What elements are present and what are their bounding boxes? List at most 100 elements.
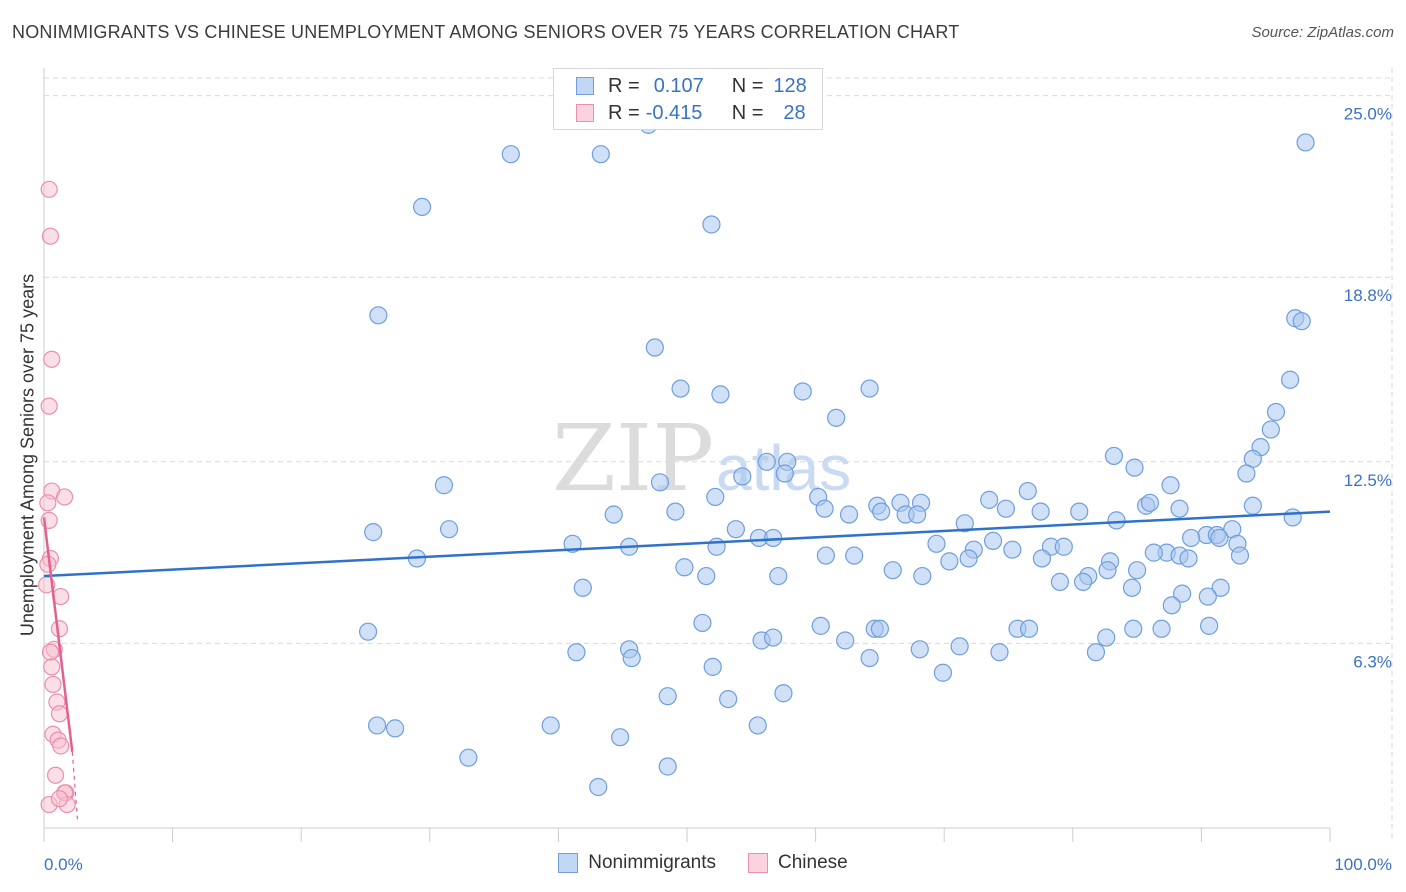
nonimmigrants-point xyxy=(1019,619,1039,638)
x-tick-label: 100.0% xyxy=(1334,855,1392,874)
nonimmigrants-point xyxy=(836,631,855,650)
legend-r-value: 0.107 xyxy=(653,74,704,97)
nonimmigrants-point xyxy=(726,520,745,539)
source-label: Source: ZipAtlas.com xyxy=(1251,24,1394,41)
nonimmigrants-point xyxy=(908,505,927,524)
chinese-point xyxy=(50,705,69,723)
chinese-trend-line xyxy=(42,517,74,752)
nonimmigrants-point xyxy=(671,379,690,398)
chinese-point xyxy=(40,180,58,198)
nonimmigrants-point xyxy=(1210,528,1229,548)
nonimmigrants-point xyxy=(1144,543,1163,562)
nonimmigrants-point xyxy=(860,379,879,398)
nonimmigrants-point xyxy=(666,502,685,521)
legend-r-value: -0.415 xyxy=(645,101,703,124)
nonimmigrants-point xyxy=(412,197,432,217)
nonimmigrants-point xyxy=(693,613,712,633)
series-legend-label: Chinese xyxy=(778,852,848,873)
legend-n-label: N = xyxy=(731,74,764,97)
chinese-point xyxy=(50,790,69,808)
nonimmigrants-point xyxy=(711,385,730,404)
legend-n-value: 128 xyxy=(773,74,807,97)
nonimmigrants-point xyxy=(1200,616,1219,635)
chinese-point xyxy=(52,737,70,755)
chinese-point xyxy=(41,227,60,245)
nonimmigrants-point xyxy=(645,338,664,357)
nonimmigrants-point xyxy=(1162,596,1181,615)
nonimmigrants-point xyxy=(1086,643,1106,662)
nonimmigrants-point xyxy=(1122,578,1142,597)
nonimmigrants-point xyxy=(567,643,586,662)
nonimmigrants-point xyxy=(816,546,835,565)
nonimmigrants-point xyxy=(870,619,890,638)
legend-r-label: R = xyxy=(608,101,640,124)
nonimmigrants-point xyxy=(990,643,1009,662)
y-tick-label: 18.8% xyxy=(1344,286,1392,305)
series-legend: Nonimmigrants Chinese xyxy=(0,852,1406,874)
nonimmigrants-point xyxy=(1124,619,1143,638)
nonimmigrants-point xyxy=(604,505,623,524)
chinese-point xyxy=(50,620,69,638)
watermark-zip: ZIP xyxy=(552,405,714,512)
nonimmigrants-point xyxy=(983,531,1003,550)
nonimmigrants-point xyxy=(1073,572,1093,592)
nonimmigrants-point xyxy=(1032,549,1052,568)
nonimmigrants-point xyxy=(1152,619,1171,638)
nonimmigrants-point xyxy=(703,657,722,676)
nonimmigrants-point xyxy=(439,520,459,539)
nonimmigrants-point xyxy=(1179,549,1198,568)
nonimmigrants-point xyxy=(883,561,902,580)
nonimmigrants-point xyxy=(434,476,454,495)
nonimmigrants-point xyxy=(1127,561,1147,580)
nonimmigrants-point xyxy=(658,687,677,706)
chinese-point xyxy=(55,488,74,506)
chinese-point xyxy=(46,766,65,784)
nonimmigrants-point xyxy=(1237,464,1256,483)
nonimmigrants-point xyxy=(913,566,932,586)
nonimmigrants-point xyxy=(980,490,999,509)
nonimmigrants-trend-line xyxy=(43,510,1331,578)
nonimmigrants-point xyxy=(1070,502,1089,521)
nonimmigrants-point xyxy=(563,534,582,553)
legend-row-chinese: R = -0.415 N = 28 xyxy=(576,101,806,125)
nonimmigrants-point xyxy=(364,523,383,542)
chinese-point xyxy=(39,494,57,512)
nonimmigrants-point xyxy=(927,534,946,553)
nonimmigrants-point xyxy=(996,499,1016,518)
legend-swatch-pink xyxy=(576,104,594,122)
nonimmigrants-point xyxy=(702,215,721,234)
y-tick-label: 12.5% xyxy=(1344,471,1392,490)
nonimmigrants-point xyxy=(541,716,560,735)
nonimmigrants-point xyxy=(573,578,592,597)
nonimmigrants-point xyxy=(815,499,834,518)
chinese-point xyxy=(44,675,62,694)
nonimmigrants-point xyxy=(1211,578,1230,597)
legend-row-nonimmigrants: R = 0.107 N = 128 xyxy=(576,74,807,98)
nonimmigrants-point xyxy=(459,748,478,767)
nonimmigrants-point xyxy=(1230,546,1250,565)
nonimmigrants-point xyxy=(658,757,677,776)
nonimmigrants-point xyxy=(764,628,783,647)
nonimmigrants-point xyxy=(774,684,793,703)
nonimmigrants-point xyxy=(872,502,891,521)
nonimmigrants-point xyxy=(1198,587,1217,606)
chart-title: NONIMMIGRANTS VS CHINESE UNEMPLOYMENT AM… xyxy=(12,22,960,42)
nonimmigrants-point xyxy=(622,648,641,668)
nonimmigrants-point xyxy=(1292,312,1311,331)
chinese-trend-extension xyxy=(71,751,79,820)
nonimmigrants-point xyxy=(1107,511,1126,530)
chinese-point xyxy=(41,643,60,661)
nonimmigrants-point xyxy=(719,689,738,709)
nonimmigrants-point xyxy=(748,716,767,735)
nonimmigrants-point xyxy=(1050,572,1070,592)
nonimmigrants-point xyxy=(950,637,969,656)
y-tick-label: 6.3% xyxy=(1353,652,1392,671)
series-legend-label: Nonimmigrants xyxy=(588,852,717,873)
nonimmigrants-point xyxy=(775,464,794,483)
nonimmigrants-point xyxy=(1261,420,1280,439)
nonimmigrants-point xyxy=(733,467,752,486)
y-axis-label: Unemployment Among Seniors over 75 years xyxy=(17,273,38,637)
nonimmigrants-point xyxy=(1018,481,1037,501)
nonimmigrants-point xyxy=(1031,502,1050,521)
